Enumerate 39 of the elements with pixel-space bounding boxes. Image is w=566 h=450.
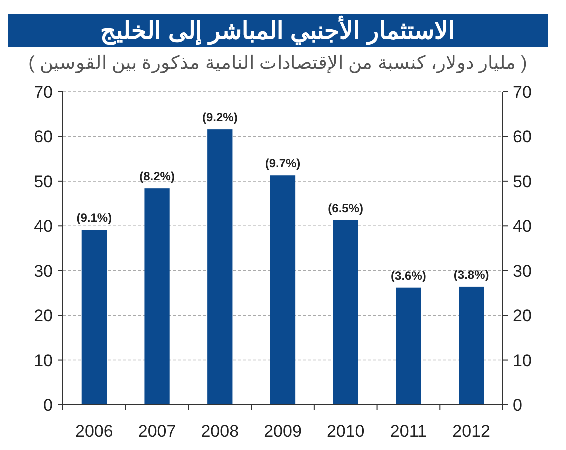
x-tick-label: 2011 — [390, 422, 427, 441]
x-tick-label: 2012 — [452, 422, 490, 441]
y2-tick-label: 70 — [513, 83, 532, 102]
bar — [459, 286, 484, 405]
annotation: (3.6%) — [391, 268, 426, 283]
y-tick-label: 60 — [34, 128, 53, 147]
y-tick-label: 70 — [34, 83, 53, 102]
x-tick-label: 2007 — [138, 422, 176, 441]
y2-tick-label: 50 — [513, 172, 532, 192]
annotation: (9.2%) — [202, 110, 238, 125]
bar — [396, 288, 422, 405]
x-tick-label: 2009 — [264, 422, 302, 441]
y-tick-label: 0 — [44, 396, 53, 415]
annotation: (9.1%) — [76, 211, 112, 226]
bar — [333, 220, 358, 405]
bar — [82, 230, 107, 405]
y-tick-label: 40 — [34, 217, 53, 236]
y2-tick-label: 10 — [513, 351, 532, 370]
bar — [208, 130, 233, 405]
x-tick-label: 2010 — [326, 422, 365, 441]
bar — [144, 188, 170, 405]
y2-tick-label: 40 — [513, 217, 532, 236]
y2-tick-label: 0 — [513, 396, 522, 415]
y2-tick-label: 20 — [513, 306, 532, 326]
annotation: (6.5%) — [328, 201, 364, 216]
y-tick-label: 30 — [34, 262, 53, 281]
annotation: (3.8%) — [454, 268, 490, 282]
annotation: (8.2%) — [140, 170, 175, 184]
chart-title: الاستثمار الأجنبي المباشر إلى الخليج — [100, 14, 456, 46]
y-tick-label: 10 — [34, 351, 53, 370]
y2-tick-label: 60 — [513, 128, 532, 147]
y-tick-label: 20 — [34, 306, 53, 326]
bar — [270, 176, 296, 405]
y2-tick-label: 30 — [513, 262, 532, 281]
x-tick-label: 2006 — [76, 422, 114, 441]
y-tick-label: 50 — [34, 172, 53, 192]
x-tick-label: 2008 — [201, 422, 240, 441]
annotation: (9.7%) — [265, 156, 301, 171]
chart-subtitle: ( مليار دولار، كنسبة من الإقتصادات النامية مذكورة بين القوسين ) — [28, 52, 528, 74]
